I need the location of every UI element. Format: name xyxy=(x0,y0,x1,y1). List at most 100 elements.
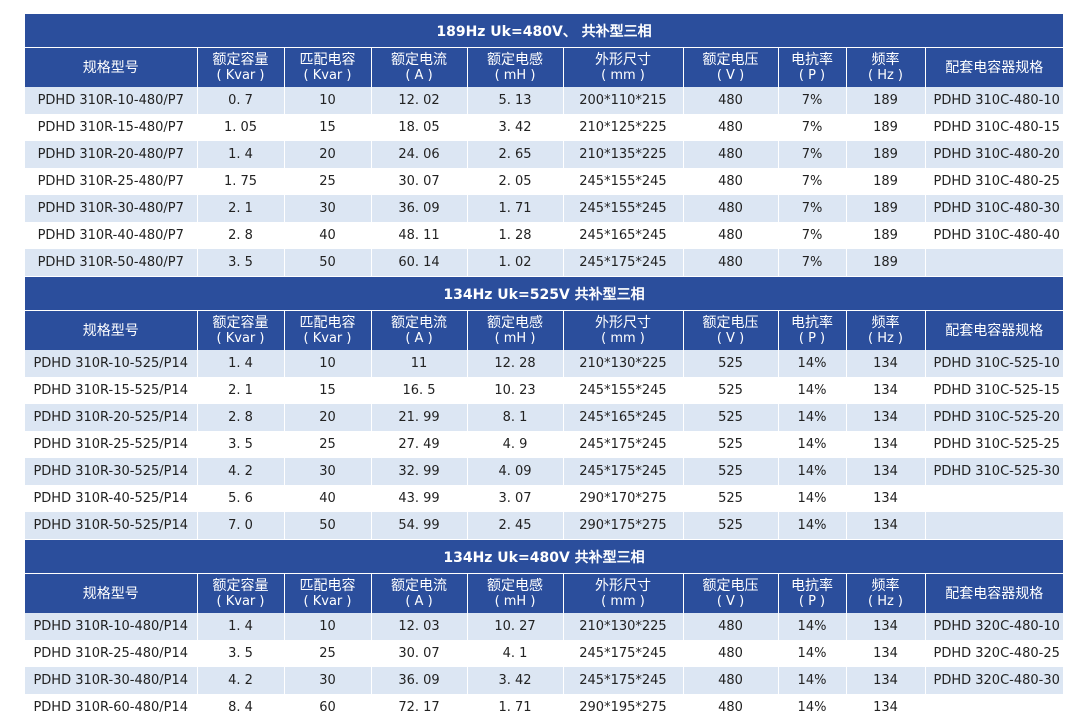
table-cell: 134 xyxy=(846,350,925,377)
table-cell: 525 xyxy=(683,512,778,540)
table-cell: 20 xyxy=(284,141,371,168)
table-cell: 12. 03 xyxy=(371,613,467,640)
column-header-label: 外形尺寸 xyxy=(595,315,651,331)
table-cell: PDHD 310R-30-480/P14 xyxy=(25,667,197,694)
table-cell: PDHD 310C-480-25 xyxy=(925,168,1063,195)
column-header-label: 额定电压 xyxy=(703,52,759,68)
table-cell: 14% xyxy=(778,350,846,377)
column-header-label: 额定电流 xyxy=(391,315,447,331)
column-header: 频率( Hz ) xyxy=(846,48,925,88)
table-cell: 14% xyxy=(778,512,846,540)
column-header-label: 匹配电容 xyxy=(300,52,356,68)
section-title-row: 189Hz Uk=480V、 共补型三相 xyxy=(25,14,1063,48)
column-header: 额定容量( Kvar ) xyxy=(197,311,284,351)
column-header: 匹配电容( Kvar ) xyxy=(284,311,371,351)
table-cell: PDHD 310C-525-15 xyxy=(925,377,1063,404)
table-cell: 7% xyxy=(778,168,846,195)
column-header-label: 频率 xyxy=(872,52,900,68)
column-header: 频率( Hz ) xyxy=(846,574,925,614)
table-cell: PDHD 310R-25-480/P14 xyxy=(25,640,197,667)
table-cell: 36. 09 xyxy=(371,195,467,222)
column-header: 额定电流( A ) xyxy=(371,311,467,351)
table-cell: 480 xyxy=(683,195,778,222)
table-cell: 7% xyxy=(778,87,846,114)
column-header-label: 额定电压 xyxy=(703,315,759,331)
table-cell: 30 xyxy=(284,195,371,222)
table-cell xyxy=(925,694,1063,721)
column-header-unit: ( mm ) xyxy=(564,331,683,347)
column-header-row: 规格型号额定容量( Kvar )匹配电容( Kvar )额定电流( A )额定电… xyxy=(25,574,1063,614)
table-cell: 14% xyxy=(778,458,846,485)
table-cell: 36. 09 xyxy=(371,667,467,694)
table-cell: 1. 75 xyxy=(197,168,284,195)
table-cell: 50 xyxy=(284,512,371,540)
table-cell: 480 xyxy=(683,141,778,168)
table-cell: PDHD 310R-60-480/P14 xyxy=(25,694,197,721)
table-cell: 54. 99 xyxy=(371,512,467,540)
table-cell: 24. 06 xyxy=(371,141,467,168)
table-cell: 245*175*245 xyxy=(563,431,683,458)
table-cell xyxy=(925,512,1063,540)
column-header-unit: ( A ) xyxy=(372,331,467,347)
table-cell: 2. 65 xyxy=(467,141,563,168)
table-cell: 8. 4 xyxy=(197,694,284,721)
column-header-unit: ( P ) xyxy=(779,68,846,84)
table-cell: PDHD 310R-20-480/P7 xyxy=(25,141,197,168)
column-header: 额定电流( A ) xyxy=(371,574,467,614)
column-header-label: 频率 xyxy=(872,315,900,331)
table-cell: 189 xyxy=(846,87,925,114)
table-cell: 25 xyxy=(284,168,371,195)
table-cell: PDHD 310R-50-480/P7 xyxy=(25,249,197,277)
column-header-unit: ( mH ) xyxy=(468,68,563,84)
table-cell: 10 xyxy=(284,613,371,640)
table-cell: 43. 99 xyxy=(371,485,467,512)
table-cell: 480 xyxy=(683,168,778,195)
column-header-label: 电抗率 xyxy=(791,578,833,594)
table-cell: 50 xyxy=(284,249,371,277)
table-cell: 245*175*245 xyxy=(563,667,683,694)
table-cell: 14% xyxy=(778,377,846,404)
column-header-unit: ( Hz ) xyxy=(847,68,925,84)
table-cell: 60. 14 xyxy=(371,249,467,277)
column-header-unit: ( mm ) xyxy=(564,594,683,610)
column-header: 外形尺寸( mm ) xyxy=(563,48,683,88)
table-cell: 210*135*225 xyxy=(563,141,683,168)
table-cell: 189 xyxy=(846,141,925,168)
column-header-unit: ( V ) xyxy=(684,331,778,347)
table-cell: 290*195*275 xyxy=(563,694,683,721)
column-header-unit: ( A ) xyxy=(372,594,467,610)
table-cell: 134 xyxy=(846,485,925,512)
column-header: 电抗率( P ) xyxy=(778,48,846,88)
column-header: 配套电容器规格 xyxy=(925,48,1063,88)
column-header-unit: ( A ) xyxy=(372,68,467,84)
table-cell: 14% xyxy=(778,694,846,721)
table-cell: 134 xyxy=(846,458,925,485)
table-body: 189Hz Uk=480V、 共补型三相规格型号额定容量( Kvar )匹配电容… xyxy=(25,14,1063,721)
table-cell: 10. 23 xyxy=(467,377,563,404)
table-cell: 290*175*275 xyxy=(563,512,683,540)
column-header: 额定电感( mH ) xyxy=(467,311,563,351)
table-cell: 480 xyxy=(683,222,778,249)
table-cell: 1. 71 xyxy=(467,694,563,721)
table-cell: 14% xyxy=(778,640,846,667)
column-header-label: 规格型号 xyxy=(83,323,139,339)
table-cell: PDHD 310R-30-525/P14 xyxy=(25,458,197,485)
table-cell: 20 xyxy=(284,404,371,431)
table-cell: 480 xyxy=(683,667,778,694)
table-cell: PDHD 310R-40-480/P7 xyxy=(25,222,197,249)
column-header-unit: ( Kvar ) xyxy=(285,331,371,347)
table-cell: 7% xyxy=(778,141,846,168)
column-header-label: 额定电压 xyxy=(703,578,759,594)
column-header-unit: ( mH ) xyxy=(468,594,563,610)
table-cell: 40 xyxy=(284,485,371,512)
table-cell: PDHD 310R-10-480/P14 xyxy=(25,613,197,640)
table-cell: 0. 7 xyxy=(197,87,284,114)
table-cell: 48. 11 xyxy=(371,222,467,249)
